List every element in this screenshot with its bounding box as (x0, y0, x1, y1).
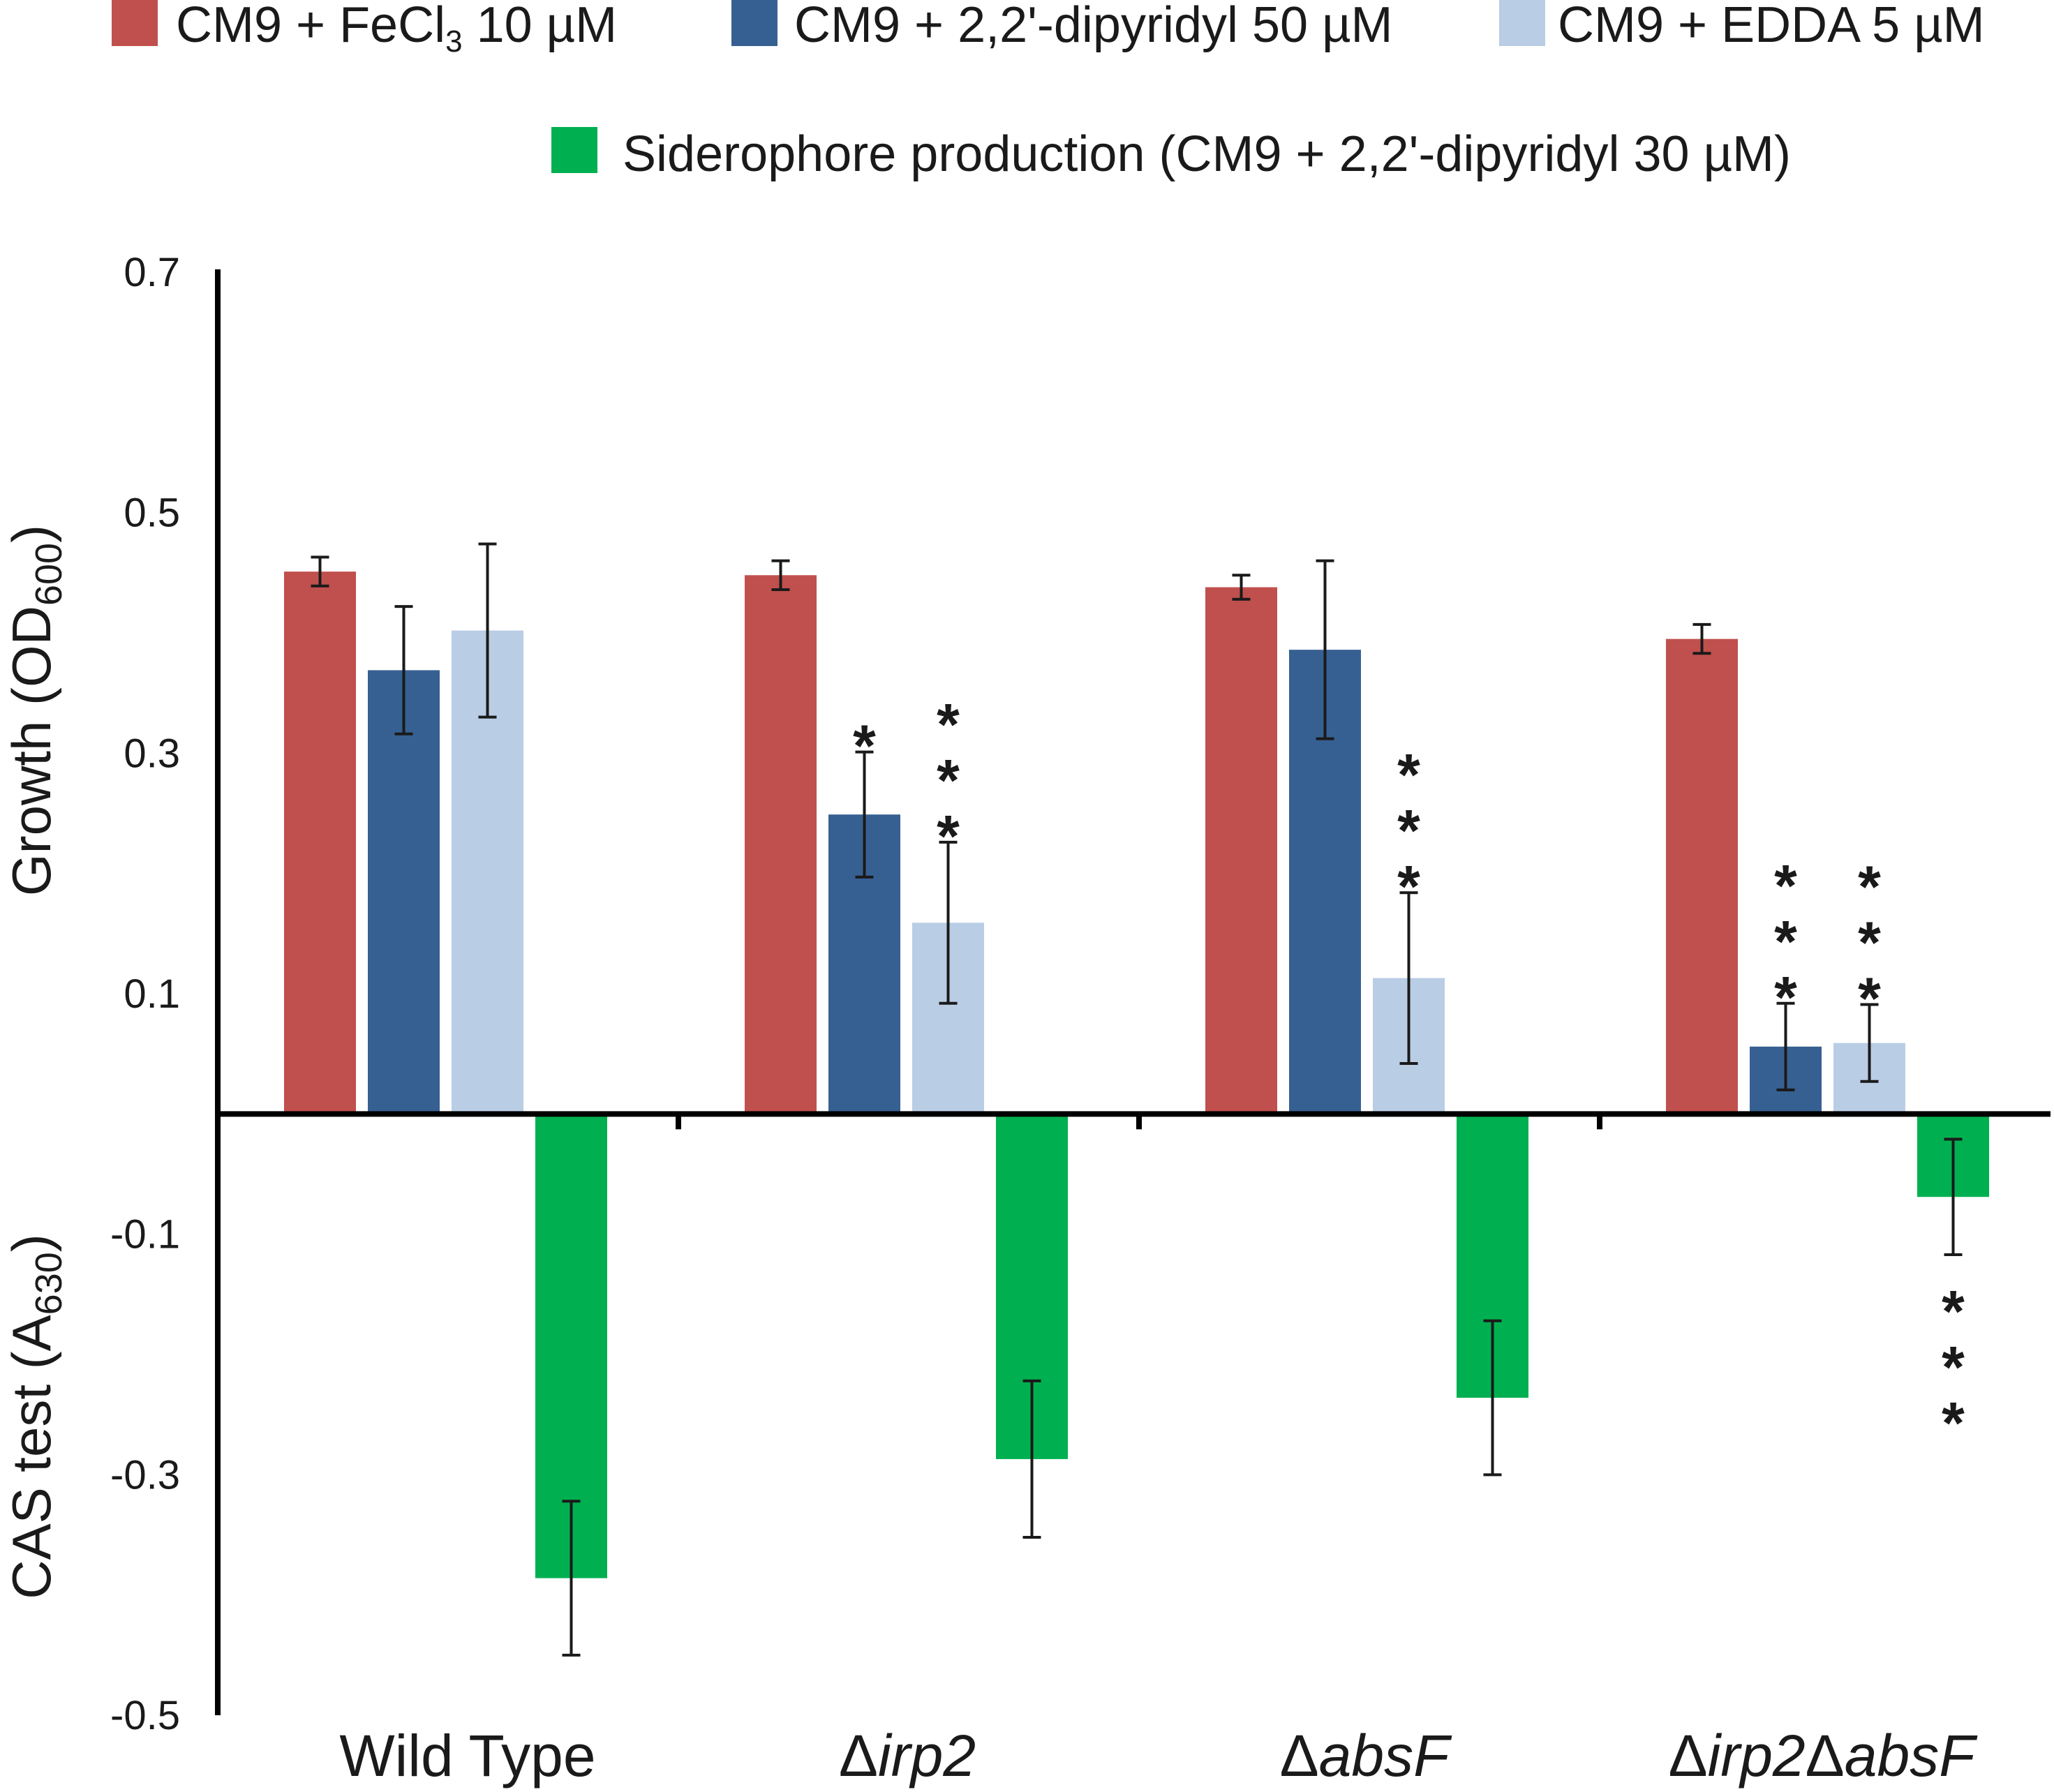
category-label-part: Δ (1280, 1723, 1319, 1789)
significance-star: * (1774, 964, 1797, 1030)
y-axis-labels: Growth (OD600)CAS test (A630) (1, 525, 70, 1599)
significance-marker: * (853, 713, 876, 779)
category-label-part: Wild Type (339, 1723, 595, 1789)
y-tick-label: -0.3 (110, 1452, 180, 1498)
bar (1666, 639, 1738, 1114)
error-bars (311, 542, 1963, 1657)
legend-label-sub: 3 (445, 24, 462, 59)
y-axis-ticks: 0.7 0.5 0.3 0.1 -0.1 -0.3 -0.5 (110, 250, 180, 1738)
significance-star: * (853, 713, 876, 779)
significance-markers: ** * ** * ** * * * * ** * * (853, 692, 1965, 1456)
y-axis-title-cas-text: CAS test (A (1, 1315, 62, 1599)
significance-marker: * * * (1942, 1278, 1965, 1456)
y-axis-title-growth-close: ) (1, 525, 62, 543)
legend-label: Siderophore production (CM9 + 2,2'-dipyr… (623, 126, 1791, 182)
y-axis-title-growth: Growth (OD600) (1, 525, 70, 896)
legend: CM9 + FeCl3 10 µM CM9 + 2,2'-dipyridyl 50… (112, 0, 1985, 182)
significance-marker: * * * (1397, 742, 1420, 919)
y-axis-title-cas-sub: 630 (28, 1252, 70, 1315)
significance-star: * (937, 692, 960, 757)
significance-star: * (1397, 798, 1420, 863)
bar (368, 670, 440, 1114)
category-label: Δirp2ΔabsF (1668, 1723, 1978, 1789)
legend-label: CM9 + FeCl3 10 µM (176, 0, 617, 59)
category-label-part: Δ (1668, 1723, 1707, 1789)
y-axis-title-cas-close: ) (1, 1234, 62, 1252)
legend-swatch (1499, 0, 1545, 46)
significance-star: * (1774, 853, 1797, 918)
significance-star: * (1858, 854, 1881, 920)
significance-star: * (1942, 1334, 1965, 1400)
significance-marker: * * * (1774, 853, 1797, 1030)
significance-star: * (1397, 853, 1420, 919)
category-label: Δirp2 (839, 1723, 976, 1789)
significance-marker: * * * (1858, 854, 1881, 1031)
legend-label-text: Siderophore production (CM9 + 2,2'-dipyr… (623, 126, 1791, 182)
category-label: ΔabsF (1280, 1723, 1453, 1789)
significance-star: * (1858, 966, 1881, 1031)
legend-swatch (551, 127, 597, 173)
bar (1205, 587, 1277, 1114)
legend-label-after: 10 µM (463, 0, 618, 53)
legend-label-text: CM9 + EDDA 5 µM (1558, 0, 1985, 53)
category-label: Wild Type (339, 1723, 595, 1789)
significance-star: * (1858, 910, 1881, 976)
legend-label-text: CM9 + 2,2'-dipyridyl 50 µM (794, 0, 1393, 53)
category-label-part: Δ (1806, 1723, 1845, 1789)
category-label-italic: absF (1845, 1723, 1978, 1789)
y-tick-label: 0.1 (124, 971, 180, 1017)
y-tick-label: -0.5 (110, 1693, 180, 1738)
y-tick-label: 0.7 (124, 250, 180, 295)
significance-star: * (937, 803, 960, 869)
axes (215, 269, 2051, 1715)
significance-star: * (1774, 909, 1797, 974)
significance-star: * (1942, 1278, 1965, 1344)
bar (284, 572, 356, 1114)
category-label-italic: irp2 (1708, 1723, 1806, 1789)
legend-label: CM9 + EDDA 5 µM (1558, 0, 1985, 53)
legend-label-text: CM9 + FeCl (176, 0, 445, 53)
category-label-part: Δ (839, 1723, 878, 1789)
y-tick-label: 0.3 (124, 731, 180, 776)
category-label-italic: irp2 (878, 1723, 976, 1789)
y-axis-title-growth-sub: 600 (28, 543, 70, 606)
bar (745, 575, 817, 1114)
significance-star: * (1397, 742, 1420, 807)
category-label-italic: absF (1319, 1723, 1452, 1789)
significance-marker: * * * (937, 692, 960, 869)
significance-star: * (1942, 1390, 1965, 1456)
y-tick-label: 0.5 (124, 491, 180, 536)
legend-swatch (731, 0, 777, 46)
x-category-labels: Wild Type Δirp2 ΔabsF Δirp2ΔabsF (339, 1723, 1978, 1789)
bars (284, 572, 1989, 1578)
y-axis-title-cas: CAS test (A630) (1, 1234, 70, 1599)
y-tick-label: -0.1 (110, 1212, 180, 1257)
legend-label: CM9 + 2,2'-dipyridyl 50 µM (794, 0, 1393, 53)
y-axis-title-growth-text: Growth (OD (1, 606, 62, 896)
significance-star: * (937, 747, 960, 813)
legend-swatch (112, 0, 158, 46)
